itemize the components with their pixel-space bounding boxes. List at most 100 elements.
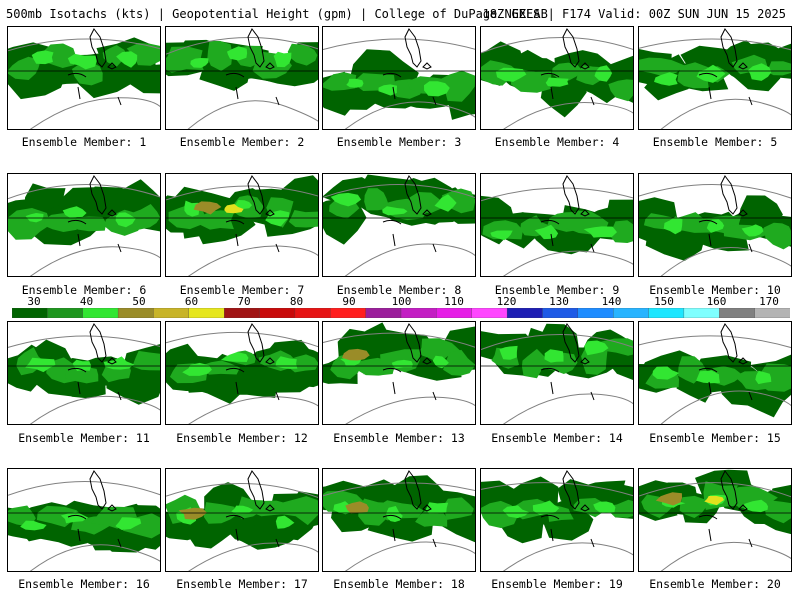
ensemble-member-caption: Ensemble Member: 15: [649, 431, 781, 445]
colorbar-swatch: [436, 308, 473, 318]
coastline: [225, 470, 280, 548]
isotach-map: [323, 174, 475, 276]
coastline: [540, 470, 595, 548]
ensemble-member-caption: Ensemble Member: 10: [649, 283, 781, 297]
colorbar-tick-label: 70: [237, 295, 251, 308]
ensemble-member-caption: Ensemble Member: 19: [491, 577, 623, 591]
height-contour: [8, 335, 160, 348]
isotach-map: [8, 323, 160, 424]
colorbar-swatch: [577, 308, 614, 318]
colorbar-swatch: [294, 308, 331, 318]
isotach-map: [481, 28, 633, 129]
isotach-map: [8, 28, 160, 129]
ensemble-member-caption: Ensemble Member: 7: [179, 283, 305, 297]
coastline: [382, 28, 437, 106]
ensemble-member-caption: Ensemble Member: 18: [333, 577, 465, 591]
colorbar-swatch: [471, 308, 508, 318]
ensemble-member-caption: Ensemble Member: 11: [18, 431, 150, 445]
isotach-map: [639, 28, 791, 129]
isotach-map: [8, 175, 160, 276]
height-contour: [639, 482, 791, 498]
height-contour: [344, 101, 475, 129]
height-contour: [188, 245, 318, 276]
isotach-map: [8, 470, 160, 571]
height-contour: [323, 38, 475, 50]
height-contour: [345, 396, 475, 424]
ensemble-map-panel: [7, 173, 161, 277]
ensemble-member-caption: Ensemble Member: 12: [176, 431, 308, 445]
colorbar-tick-label: 170: [759, 295, 779, 308]
ensemble-member-caption: Ensemble Member: 9: [494, 283, 620, 297]
ensemble-map-panel: [7, 26, 161, 130]
ensemble-member-caption: Ensemble Member: 4: [494, 135, 620, 149]
ensemble-member-caption: Ensemble Member: 16: [18, 577, 150, 591]
isotach-map: [166, 323, 318, 424]
height-contour: [29, 395, 160, 424]
ensemble-member-caption: Ensemble Member: 6: [21, 283, 147, 297]
isotach-shading: [639, 469, 791, 535]
height-contour: [29, 246, 160, 276]
colorbar-swatch: [153, 308, 190, 318]
coastline: [225, 175, 280, 253]
height-contour: [344, 541, 475, 571]
ensemble-map-panel: [322, 321, 476, 425]
coastline: [540, 28, 595, 106]
isotach-shading: [481, 323, 633, 380]
isotach-shading: [8, 179, 160, 246]
coastline: [225, 323, 280, 401]
coastline: [540, 323, 595, 401]
coastline: [382, 470, 437, 548]
colorbar-tick-label: 50: [132, 295, 146, 308]
ensemble-map-panel: [7, 468, 161, 572]
isotach-map: [639, 469, 791, 571]
coastline: [67, 323, 122, 401]
height-contour: [660, 246, 791, 276]
height-contour: [8, 481, 160, 496]
height-contour: [166, 185, 318, 201]
colorbar-swatch: [82, 308, 119, 318]
isotach-shading: [166, 339, 318, 404]
coastline: [67, 28, 122, 106]
isotach-shading: [8, 339, 160, 405]
height-contour: [503, 250, 633, 276]
height-contour: [503, 102, 633, 129]
isotach-shading: [8, 500, 160, 553]
colorbar-tick-label: 140: [601, 295, 622, 308]
height-contour: [344, 243, 475, 276]
colorbar-swatch: [330, 308, 367, 318]
ensemble-map-panel: [638, 321, 792, 425]
height-contour: [8, 38, 160, 52]
height-contour: [481, 37, 633, 54]
colorbar-swatch: [117, 308, 155, 318]
height-contour: [660, 98, 791, 129]
isotach-map: [481, 470, 633, 571]
colorbar-swatch: [613, 308, 650, 318]
coastline: [67, 470, 122, 548]
colorbar-tick-label: 80: [289, 295, 304, 308]
ensemble-map-panel: [480, 26, 634, 130]
isotach-map: [166, 175, 318, 276]
colorbar-swatch: [506, 308, 544, 318]
height-contour: [29, 544, 160, 571]
colorbar-tick-label: 60: [184, 295, 199, 308]
colorbar-swatch: [754, 308, 790, 318]
isotach-shading: [639, 40, 791, 101]
colorbar-tick-label: 120: [496, 295, 517, 308]
colorbar-swatch: [47, 308, 84, 318]
height-contour: [30, 97, 160, 129]
chart-header: 500mb Isotachs (kts) | Geopotential Heig…: [6, 5, 796, 23]
isotach-map: [166, 470, 318, 571]
height-contour: [187, 100, 318, 129]
ensemble-map-panel: [165, 468, 319, 572]
isotach-shading: [323, 475, 475, 543]
ensemble-map-panel: [322, 173, 476, 277]
isotach-shading: [323, 49, 475, 120]
colorbar-scale: [12, 308, 790, 318]
ensemble-map-panel: [7, 321, 161, 425]
ensemble-member-caption: Ensemble Member: 1: [21, 135, 147, 149]
height-contour: [188, 542, 318, 571]
ensemble-map-panel: [322, 26, 476, 130]
ensemble-map-panel: [638, 468, 792, 572]
colorbar-tick-label: 150: [654, 295, 674, 308]
isotach-shading: [481, 41, 633, 118]
